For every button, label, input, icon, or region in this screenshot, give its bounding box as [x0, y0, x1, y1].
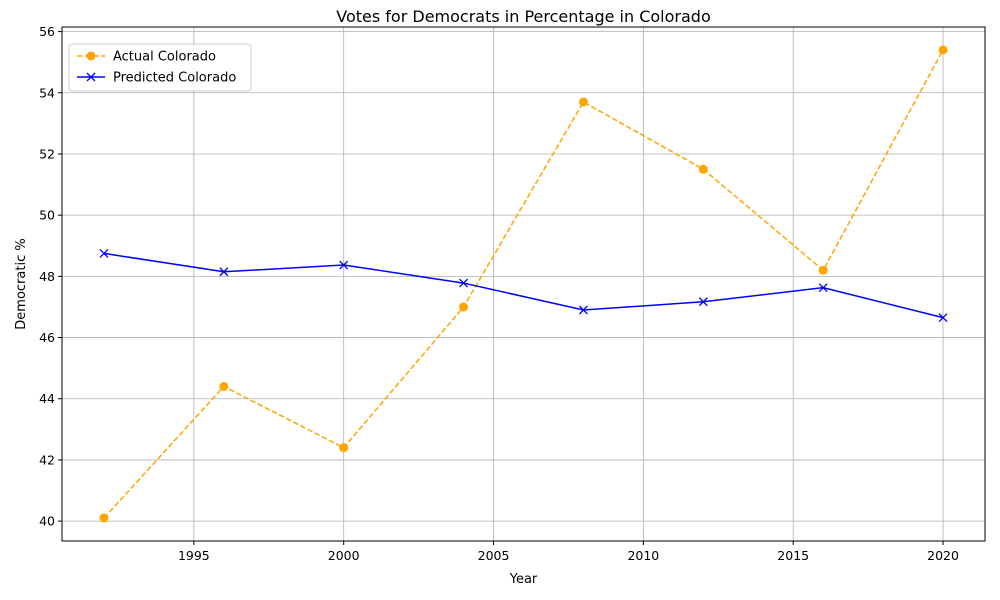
y-tick-label: 54 — [39, 85, 55, 100]
x-axis-label: Year — [509, 572, 538, 587]
data-point — [99, 248, 109, 258]
x-tick-label: 2000 — [328, 548, 360, 563]
data-point — [339, 443, 349, 453]
series-actual-colorado — [99, 45, 948, 523]
series-line — [103, 252, 944, 319]
legend-item: Actual Colorado — [77, 50, 216, 65]
data-point — [938, 313, 948, 323]
data-point — [938, 45, 948, 55]
legend-label: Actual Colorado — [113, 50, 216, 65]
y-tick-label: 44 — [39, 391, 55, 406]
legend-marker — [86, 51, 96, 61]
series-line — [103, 49, 944, 519]
axis-ticks: 1995 2000 2005 2010 2015 2020 40 42 44 46 48 50 52 54… — [39, 24, 959, 563]
y-tick-label: 48 — [39, 269, 55, 284]
data-point — [698, 164, 708, 174]
legend-box — [68, 43, 252, 92]
data-point — [698, 297, 708, 307]
data-point — [219, 381, 229, 391]
y-tick-label: 52 — [39, 146, 55, 161]
series-predicted-colorado — [99, 248, 948, 323]
data-point — [459, 278, 469, 288]
y-axis-label: Democratic % — [14, 238, 29, 329]
grid-lines — [62, 27, 985, 541]
plot-frame — [61, 26, 986, 542]
y-tick-label: 56 — [39, 24, 55, 39]
chart-title: Votes for Democrats in Percentage in Col… — [336, 7, 711, 26]
y-tick-label: 50 — [39, 208, 55, 223]
x-tick-label: 2020 — [927, 548, 959, 563]
x-tick-label: 2005 — [478, 548, 510, 563]
y-tick-label: 40 — [39, 514, 55, 529]
data-point — [578, 305, 588, 315]
data-point — [99, 513, 109, 523]
x-tick-label: 2015 — [777, 548, 809, 563]
data-point — [339, 260, 349, 270]
data-point — [818, 265, 828, 275]
legend: Actual Colorado Predicted Colorado — [68, 43, 252, 92]
data-point — [219, 267, 229, 277]
legend-marker — [86, 72, 96, 82]
x-tick-label: 2010 — [627, 548, 659, 563]
series-layer — [99, 45, 948, 523]
y-tick-label: 42 — [39, 452, 55, 467]
data-point — [578, 97, 588, 107]
legend-item: Predicted Colorado — [77, 71, 236, 86]
data-point — [459, 302, 469, 312]
y-tick-label: 46 — [39, 330, 55, 345]
x-tick-label: 1995 — [178, 548, 210, 563]
data-point — [818, 283, 828, 293]
legend-label: Predicted Colorado — [113, 71, 236, 86]
